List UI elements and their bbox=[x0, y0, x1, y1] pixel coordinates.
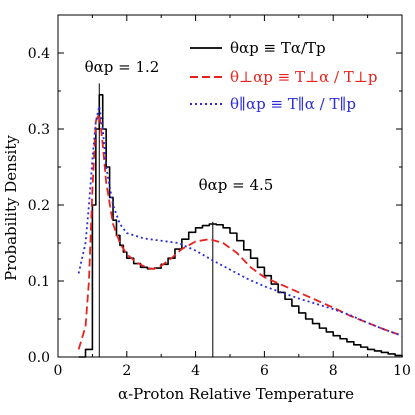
x-tick-label: 8 bbox=[329, 363, 338, 379]
legend: θαp ≡ Tα/Tp θ⊥αp ≡ T⊥α / T⊥p θ∥αp ≡ T∥α … bbox=[190, 39, 378, 113]
y-tick-label: 0.2 bbox=[28, 198, 50, 214]
x-tick-label: 6 bbox=[260, 363, 269, 379]
y-tick-label: 0.0 bbox=[28, 350, 50, 366]
legend-label-par: θ∥αp ≡ T∥α / T∥p bbox=[230, 95, 356, 113]
y-tick-label: 0.4 bbox=[28, 46, 50, 62]
x-axis-title: α-Proton Relative Temperature bbox=[118, 385, 354, 403]
plot-area: 0 2 4 6 8 10 0.0 0.1 0.2 0.3 0.4 bbox=[28, 14, 411, 379]
x-tick-label: 10 bbox=[393, 363, 411, 379]
series-line-par bbox=[77, 105, 403, 337]
series-line-perp bbox=[77, 112, 403, 350]
x-tick-label: 4 bbox=[191, 363, 200, 379]
annotation-label-peak-1: θαp = 1.2 bbox=[85, 58, 160, 76]
x-tick-label: 2 bbox=[122, 363, 131, 379]
annotation-label-peak-2: θαp = 4.5 bbox=[199, 176, 274, 194]
y-tick-label: 0.1 bbox=[28, 274, 50, 290]
legend-label-perp: θ⊥αp ≡ T⊥α / T⊥p bbox=[230, 68, 378, 86]
legend-label-total: θαp ≡ Tα/Tp bbox=[230, 39, 326, 57]
x-tick-label: 0 bbox=[54, 363, 63, 379]
y-axis-title: Probability Density bbox=[2, 135, 20, 281]
series-line-total bbox=[78, 94, 403, 358]
y-tick-label: 0.3 bbox=[28, 122, 50, 138]
